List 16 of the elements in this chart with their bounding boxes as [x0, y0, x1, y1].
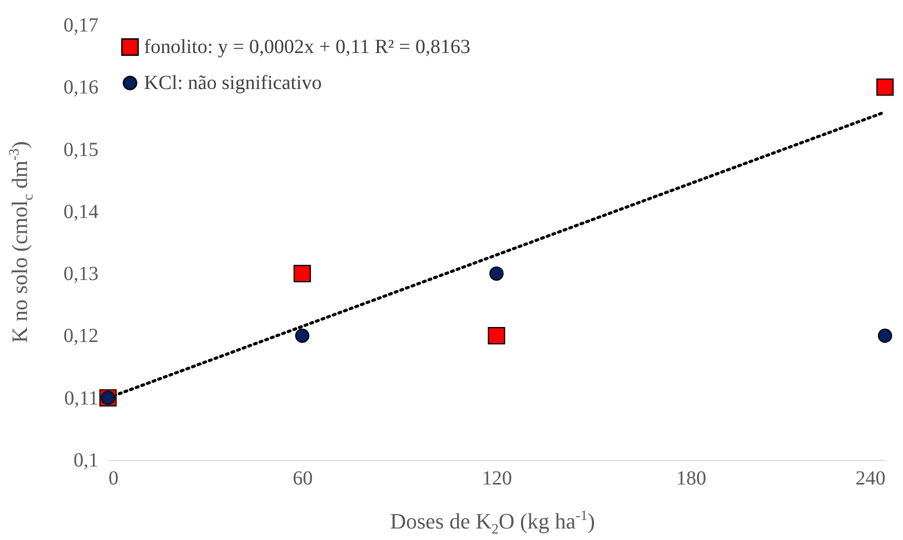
y-tick-label: 0,16 — [64, 76, 98, 99]
y-tick-label: 0,14 — [64, 200, 98, 223]
x-tick-label: 120 — [482, 468, 512, 490]
x-tick-label: 60 — [292, 468, 313, 490]
x-axis-title: Doses de K$_{2}$O (kg ha$^{-1}$) — [389, 508, 596, 539]
y-tick-label: 0,11 — [64, 387, 98, 410]
legend-label: KCl: não significativo — [144, 72, 322, 94]
y-tick-label: 0,1 — [74, 450, 98, 472]
x-tick-label: 0 — [108, 468, 118, 490]
y-tick-label: 0,12 — [64, 325, 98, 348]
legend-label: fonolito: y = 0,0002x + 0,11 R² = 0,8163 — [144, 36, 470, 58]
y-tick-label: 0,15 — [64, 138, 98, 161]
y-tick-label: 0,17 — [64, 14, 98, 36]
y-tick-label: 0,13 — [64, 263, 98, 286]
x-tick-label: 180 — [676, 468, 706, 490]
x-tick-label: 240 — [856, 468, 886, 490]
